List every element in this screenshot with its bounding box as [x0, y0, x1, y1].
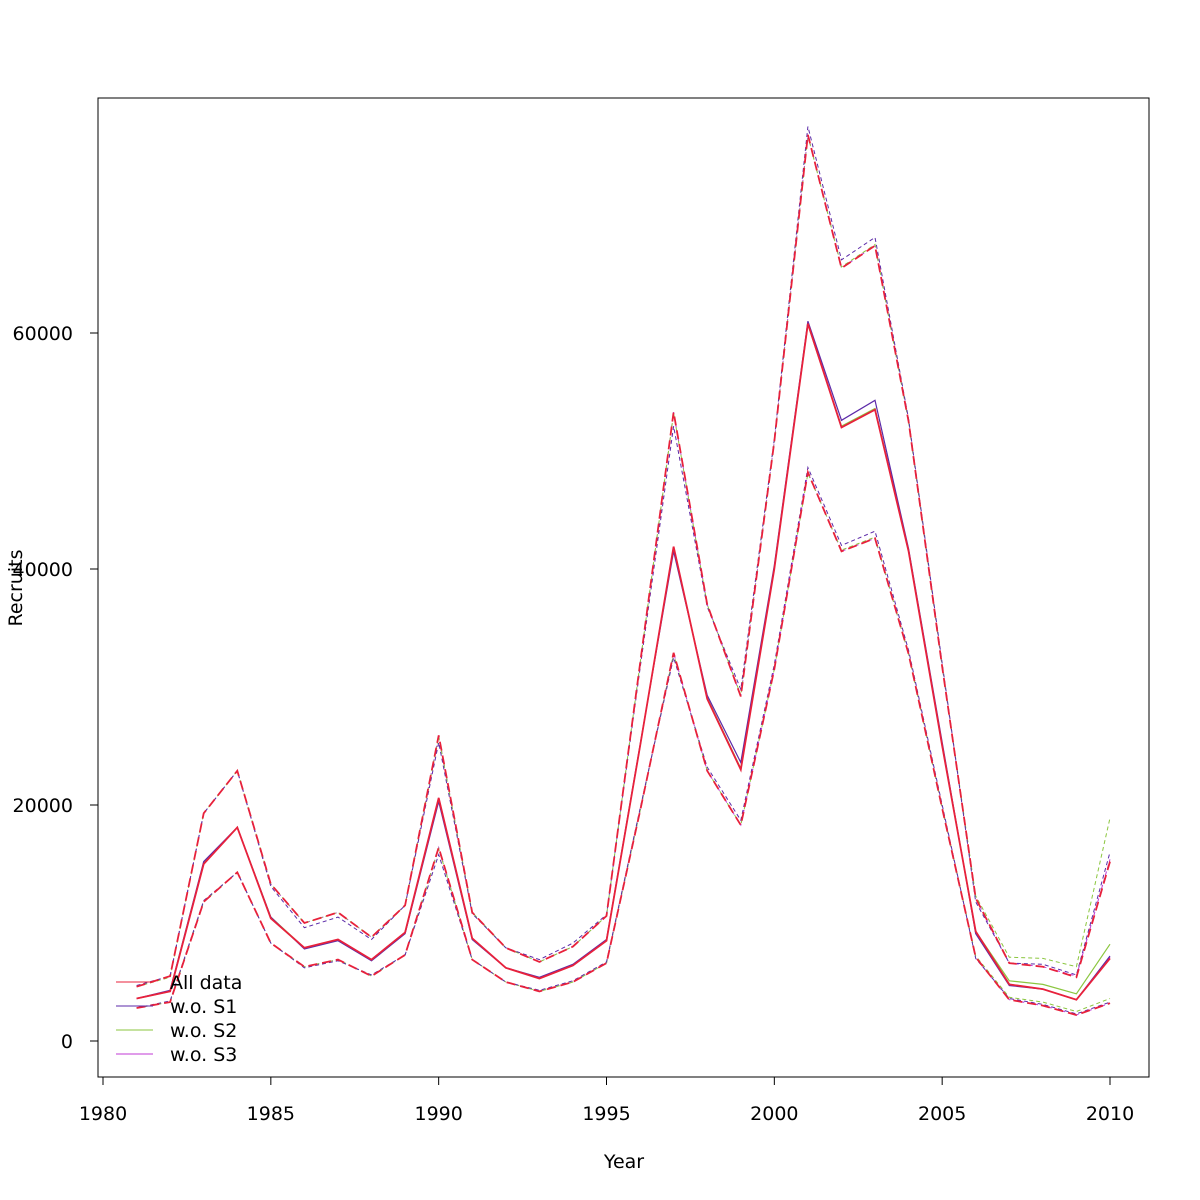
x-tick-label: 1985 [247, 1103, 295, 1125]
series-all-data-upper [136, 134, 1111, 988]
x-tick-label: 1995 [582, 1103, 630, 1125]
x-axis: 1980 1985 1990 1995 2000 2005 2010 [79, 1076, 1134, 1125]
y-axis-title: Recruits [5, 550, 27, 627]
x-tick-label: 1990 [414, 1103, 462, 1125]
x-tick-label: 1980 [79, 1103, 127, 1125]
x-axis-title: Year [603, 1151, 644, 1173]
y-axis: 0 20000 40000 60000 [13, 323, 99, 1053]
legend-label-w-o-s1: w.o. S1 [170, 996, 237, 1018]
x-tick-label: 2000 [750, 1103, 798, 1125]
series-w-o-s1-upper [136, 126, 1111, 986]
legend-label-w-o-s2: w.o. S2 [170, 1020, 237, 1042]
y-tick-label: 0 [61, 1031, 73, 1053]
series-all-data-lower [136, 469, 1111, 1016]
y-tick-label: 60000 [13, 323, 73, 345]
series-w-o-s2-upper [136, 135, 1111, 988]
series-w-o-s2-lower [136, 471, 1111, 1013]
y-tick-label: 40000 [13, 559, 73, 581]
x-tick-label: 2005 [918, 1103, 966, 1125]
series-w-o-s3-upper [136, 134, 1111, 988]
x-tick-label: 2010 [1086, 1103, 1134, 1125]
legend-label-all-data: All data [170, 972, 242, 994]
legend-label-w-o-s3: w.o. S3 [170, 1044, 237, 1066]
series-w-o-s1-lower [136, 465, 1111, 1015]
series-all-data-estimate [136, 323, 1111, 1001]
series-layer [136, 126, 1111, 1016]
y-tick-label: 20000 [13, 795, 73, 817]
series-w-o-s3-lower [136, 470, 1111, 1016]
